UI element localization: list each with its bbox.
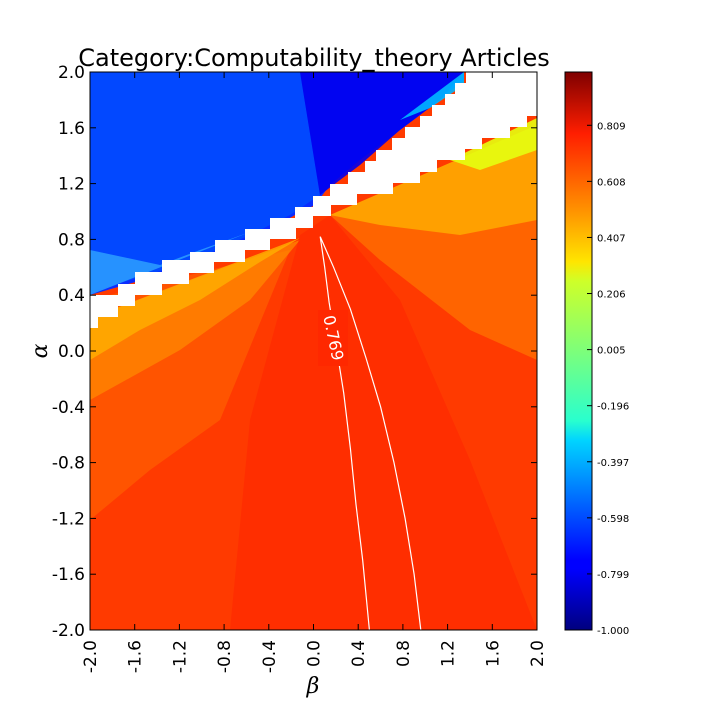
x-tick-label: 0.4: [349, 640, 369, 667]
x-tick-label: -0.4: [260, 640, 280, 673]
undefined-band: [90, 72, 537, 328]
colorbar-tick-label: -1.000: [597, 626, 629, 637]
y-tick-label: -1.2: [52, 509, 85, 529]
blue-region-left: [90, 72, 320, 292]
colorbar: [564, 71, 593, 631]
x-tick-label: -1.2: [170, 640, 190, 673]
y-tick-label: 1.2: [58, 175, 85, 195]
colorbar-tick-label: 0.407: [597, 233, 626, 244]
heatmap-plot-area: 0.769: [90, 72, 537, 630]
y-axis-label: α: [28, 343, 53, 358]
orange-wedge-left-inner: [90, 240, 300, 400]
x-tick-label: 0.8: [394, 640, 414, 667]
y-tick-label: -2.0: [52, 621, 85, 641]
cyan-band-top: [400, 72, 464, 120]
contour-line-0769: [319, 236, 422, 630]
y-tick-label: 1.6: [58, 119, 85, 139]
y-axis-ticks: -2.0 -1.6 -1.2 -0.8 -0.4 0.0 0.4 0.8 1.2 1.6 2.0: [52, 63, 537, 641]
colorbar-tick-label: 0.206: [597, 290, 626, 301]
yellow-band-left: [90, 238, 300, 360]
y-tick-label: 0.8: [58, 230, 85, 250]
contour-label-gap: [318, 310, 348, 366]
chart-title: Category:Computability_theory Articles: [78, 44, 549, 72]
y-tick-label: -0.4: [52, 398, 85, 418]
y-tick-label: 2.0: [58, 63, 85, 83]
colorbar-tick-label: -0.598: [597, 514, 629, 525]
x-tick-label: -2.0: [81, 640, 101, 673]
x-tick-label: -0.8: [215, 640, 235, 673]
red-core: [230, 215, 537, 630]
colorbar-tick-label: -0.196: [597, 402, 629, 413]
colorbar-tick-label: 0.809: [597, 121, 626, 132]
colorbar-tick-label: -0.397: [597, 458, 629, 469]
x-axis-ticks: -2.0 -1.6 -1.2 -0.8 -0.4 0.0 0.4 0.8 1.2 1.6 2.0: [81, 72, 548, 673]
x-tick-label: 2.0: [528, 640, 548, 667]
colorbar-tick-label: -0.799: [597, 570, 629, 581]
y-tick-label: 0.4: [58, 286, 85, 306]
x-axis-label: β: [306, 674, 320, 699]
undefined-corner: [466, 72, 537, 116]
colorbar-tick-label: 0.608: [597, 177, 626, 188]
x-tick-label: 1.2: [439, 640, 459, 667]
x-tick-label: 0.0: [305, 640, 325, 667]
y-tick-label: -1.6: [52, 565, 85, 585]
y-tick-label: -0.8: [52, 454, 85, 474]
colorbar-ticks: -1.000 -0.799 -0.598 -0.397 -0.196 0.005 0.206…: [587, 121, 629, 637]
x-tick-label: -1.6: [126, 640, 146, 673]
x-tick-label: 1.6: [483, 640, 503, 667]
y-tick-label: 0.0: [58, 342, 85, 362]
colorbar-tick-label: 0.005: [597, 346, 626, 357]
yellowgreen-band-right: [450, 118, 537, 170]
